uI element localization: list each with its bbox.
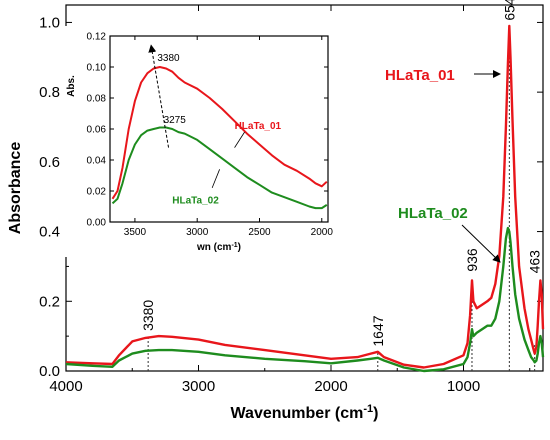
main-peak-labels: 3380 1647 936 654 463: [140, 0, 543, 347]
inset-y-tick-label: 0.08: [87, 94, 107, 105]
main-peak-label: 654: [501, 0, 517, 21]
inset-tick-labels: 3500 3000 2500 2000 0.00 0.02 0.04 0.06 0.08 0.10…: [87, 32, 334, 239]
inset-axis-ticks: [110, 35, 328, 223]
series-label-hlata01: HLaTa_01: [385, 67, 455, 84]
main-y-tick-label: 1.0: [39, 14, 60, 31]
inset-pointer-hlata01: [234, 131, 245, 148]
inset-peak-label: 3275: [164, 115, 187, 126]
inset-series-line-hlata02: [111, 126, 328, 210]
main-peak-label: 3380: [140, 300, 156, 331]
main-peak-label: 1647: [370, 315, 386, 346]
inset-x-tick-label: 3500: [124, 227, 147, 238]
inset-x-tick-label: 2500: [248, 227, 271, 238]
inset-peak-label: 3380: [157, 53, 180, 64]
main-peak-guides: [147, 25, 536, 371]
main-y-tick-label: 0.4: [39, 224, 60, 241]
inset-x-tick-label: 3000: [186, 227, 209, 238]
main-x-tick-label: 3000: [182, 378, 215, 395]
main-x-axis-title: Wavenumber (cm-1): [231, 403, 379, 422]
main-peak-label: 936: [464, 248, 480, 272]
inset-y-tick-label: 0.00: [87, 218, 107, 229]
inset-x-axis-title: wn (cm-1): [196, 242, 241, 254]
inset-y-tick-label: 0.10: [87, 63, 107, 74]
series-line-hlata01: [65, 24, 545, 369]
inset-pointer-hlata02: [211, 169, 220, 189]
inset-y-tick-label: 0.02: [87, 187, 107, 198]
inset-y-tick-label: 0.04: [87, 156, 107, 167]
main-x-tick-label: 4000: [49, 378, 82, 395]
inset-annotations: 3380 3275: [148, 44, 245, 189]
inset-series-line-hlata01: [111, 66, 328, 200]
main-y-tick-label: 0.6: [39, 154, 60, 171]
series-line-hlata02: [65, 226, 545, 373]
arrow-to-hlata02: [461, 224, 501, 263]
inset-x-tick-label: 2000: [311, 227, 334, 238]
main-label-arrows: [461, 70, 501, 263]
main-x-tick-label: 1000: [447, 378, 480, 395]
main-y-tick-label: 0.0: [39, 363, 60, 380]
main-y-axis-title: Absorbance: [7, 142, 24, 235]
series-label-hlata02: HLaTa_02: [398, 205, 468, 222]
inset-series-label-hlata01: HLaTa_01: [235, 121, 282, 132]
main-y-tick-label: 0.8: [39, 84, 60, 101]
inset-series-label-hlata02: HLaTa_02: [172, 195, 219, 206]
inset-y-tick-label: 0.06: [87, 125, 107, 136]
inset-series-group: [111, 66, 328, 210]
inset-shift-arrow: [148, 44, 170, 148]
main-peak-label: 463: [527, 250, 543, 274]
inset-y-axis-title: Abs.: [66, 75, 77, 97]
main-tick-labels: 4000 3000 2000 1000 0.0 0.2 0.4 0.6 0.8 1.0: [39, 14, 480, 395]
main-y-tick-label: 0.2: [39, 293, 60, 310]
main-x-tick-label: 2000: [314, 378, 347, 395]
inset-y-tick-label: 0.12: [87, 32, 107, 43]
main-series-group: [65, 24, 545, 373]
